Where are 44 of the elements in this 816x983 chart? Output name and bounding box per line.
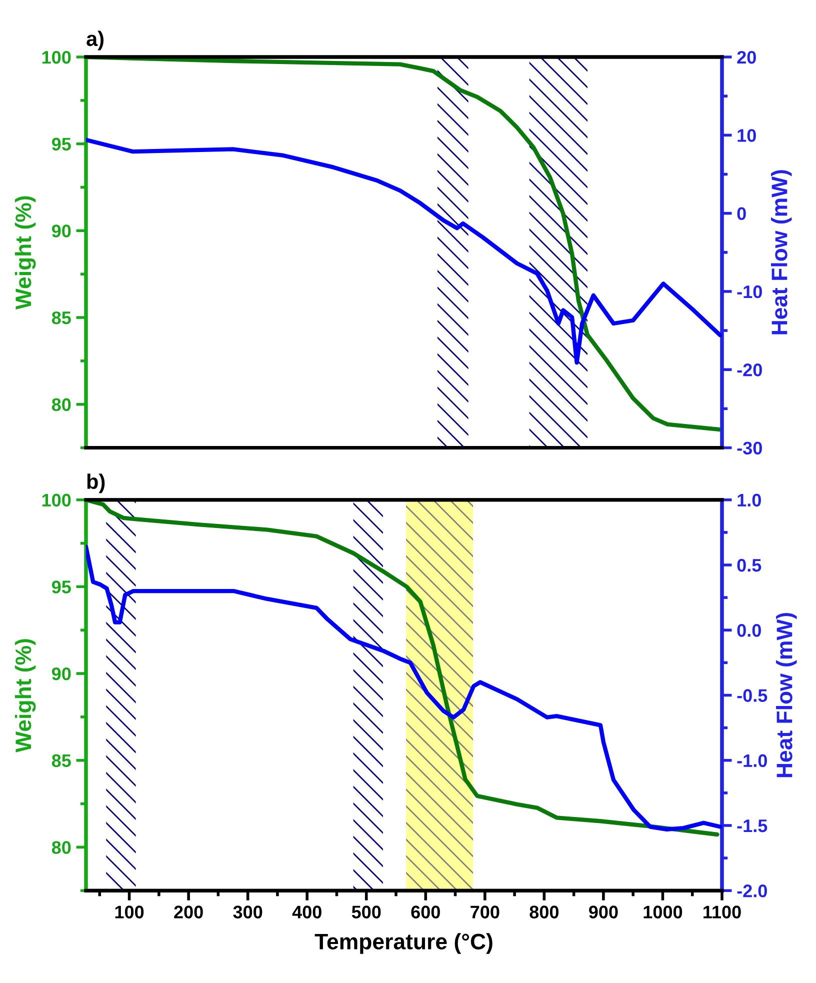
x-tick-label: 1100 — [704, 906, 741, 918]
y2-tick-label: -1.0 — [737, 754, 767, 768]
y2-tick-label: -10 — [737, 285, 762, 298]
y2-tick-label: -20 — [737, 364, 762, 376]
y-tick-label: 95 — [52, 138, 71, 151]
x-tick-label: 700 — [470, 906, 500, 918]
x-tick-label: 100 — [115, 906, 144, 918]
y-tick-label: 95 — [52, 580, 71, 594]
line-series — [86, 544, 722, 832]
y2-tick-label: -2.0 — [737, 884, 767, 898]
x-tick-label: 400 — [292, 906, 322, 918]
y2-tick-label: 20 — [737, 50, 756, 64]
y-tick-label: 80 — [52, 398, 71, 412]
y-tick-label: 80 — [52, 841, 71, 854]
y2-tick-label: 0 — [737, 207, 746, 220]
line-series — [86, 500, 720, 837]
y-tick-label: 85 — [52, 754, 71, 768]
y-tick-label: 85 — [52, 311, 71, 324]
y2-tick-label: -1.5 — [737, 820, 768, 832]
y2-tick-label: 0.5 — [737, 558, 762, 572]
x-tick-label: 1000 — [644, 906, 682, 918]
x-tick-label: 800 — [530, 906, 559, 918]
y-tick-label: 90 — [52, 224, 71, 238]
y-axis-title: Weight (%) — [14, 639, 36, 752]
x-tick-label: 900 — [589, 906, 618, 918]
y-axis-title: Weight (%) — [14, 196, 36, 310]
x-axis-title: Temperature (°C) — [314, 933, 492, 954]
y2-tick-label: 10 — [738, 129, 756, 142]
chart-title: b) — [87, 474, 105, 494]
y2-axis-title: Heat Flow (mW) — [776, 613, 797, 778]
y-tick-label: 100 — [42, 50, 71, 64]
y-tick-label: 90 — [52, 667, 71, 680]
x-tick-label: 500 — [352, 906, 381, 918]
y2-axis-title: Heat Flow (mW) — [771, 170, 792, 334]
x-tick-label: 300 — [233, 906, 262, 918]
y-tick-label: 100 — [42, 494, 71, 507]
y2-tick-label: -0.5 — [737, 689, 768, 702]
y2-tick-label: 0.0 — [737, 624, 761, 637]
x-tick-label: 200 — [174, 906, 203, 918]
y2-tick-label: 1.0 — [738, 494, 761, 507]
chart-title: a) — [86, 30, 104, 50]
line-series — [86, 138, 722, 365]
x-tick-label: 600 — [411, 906, 440, 918]
y2-tick-label: -30 — [737, 442, 762, 454]
